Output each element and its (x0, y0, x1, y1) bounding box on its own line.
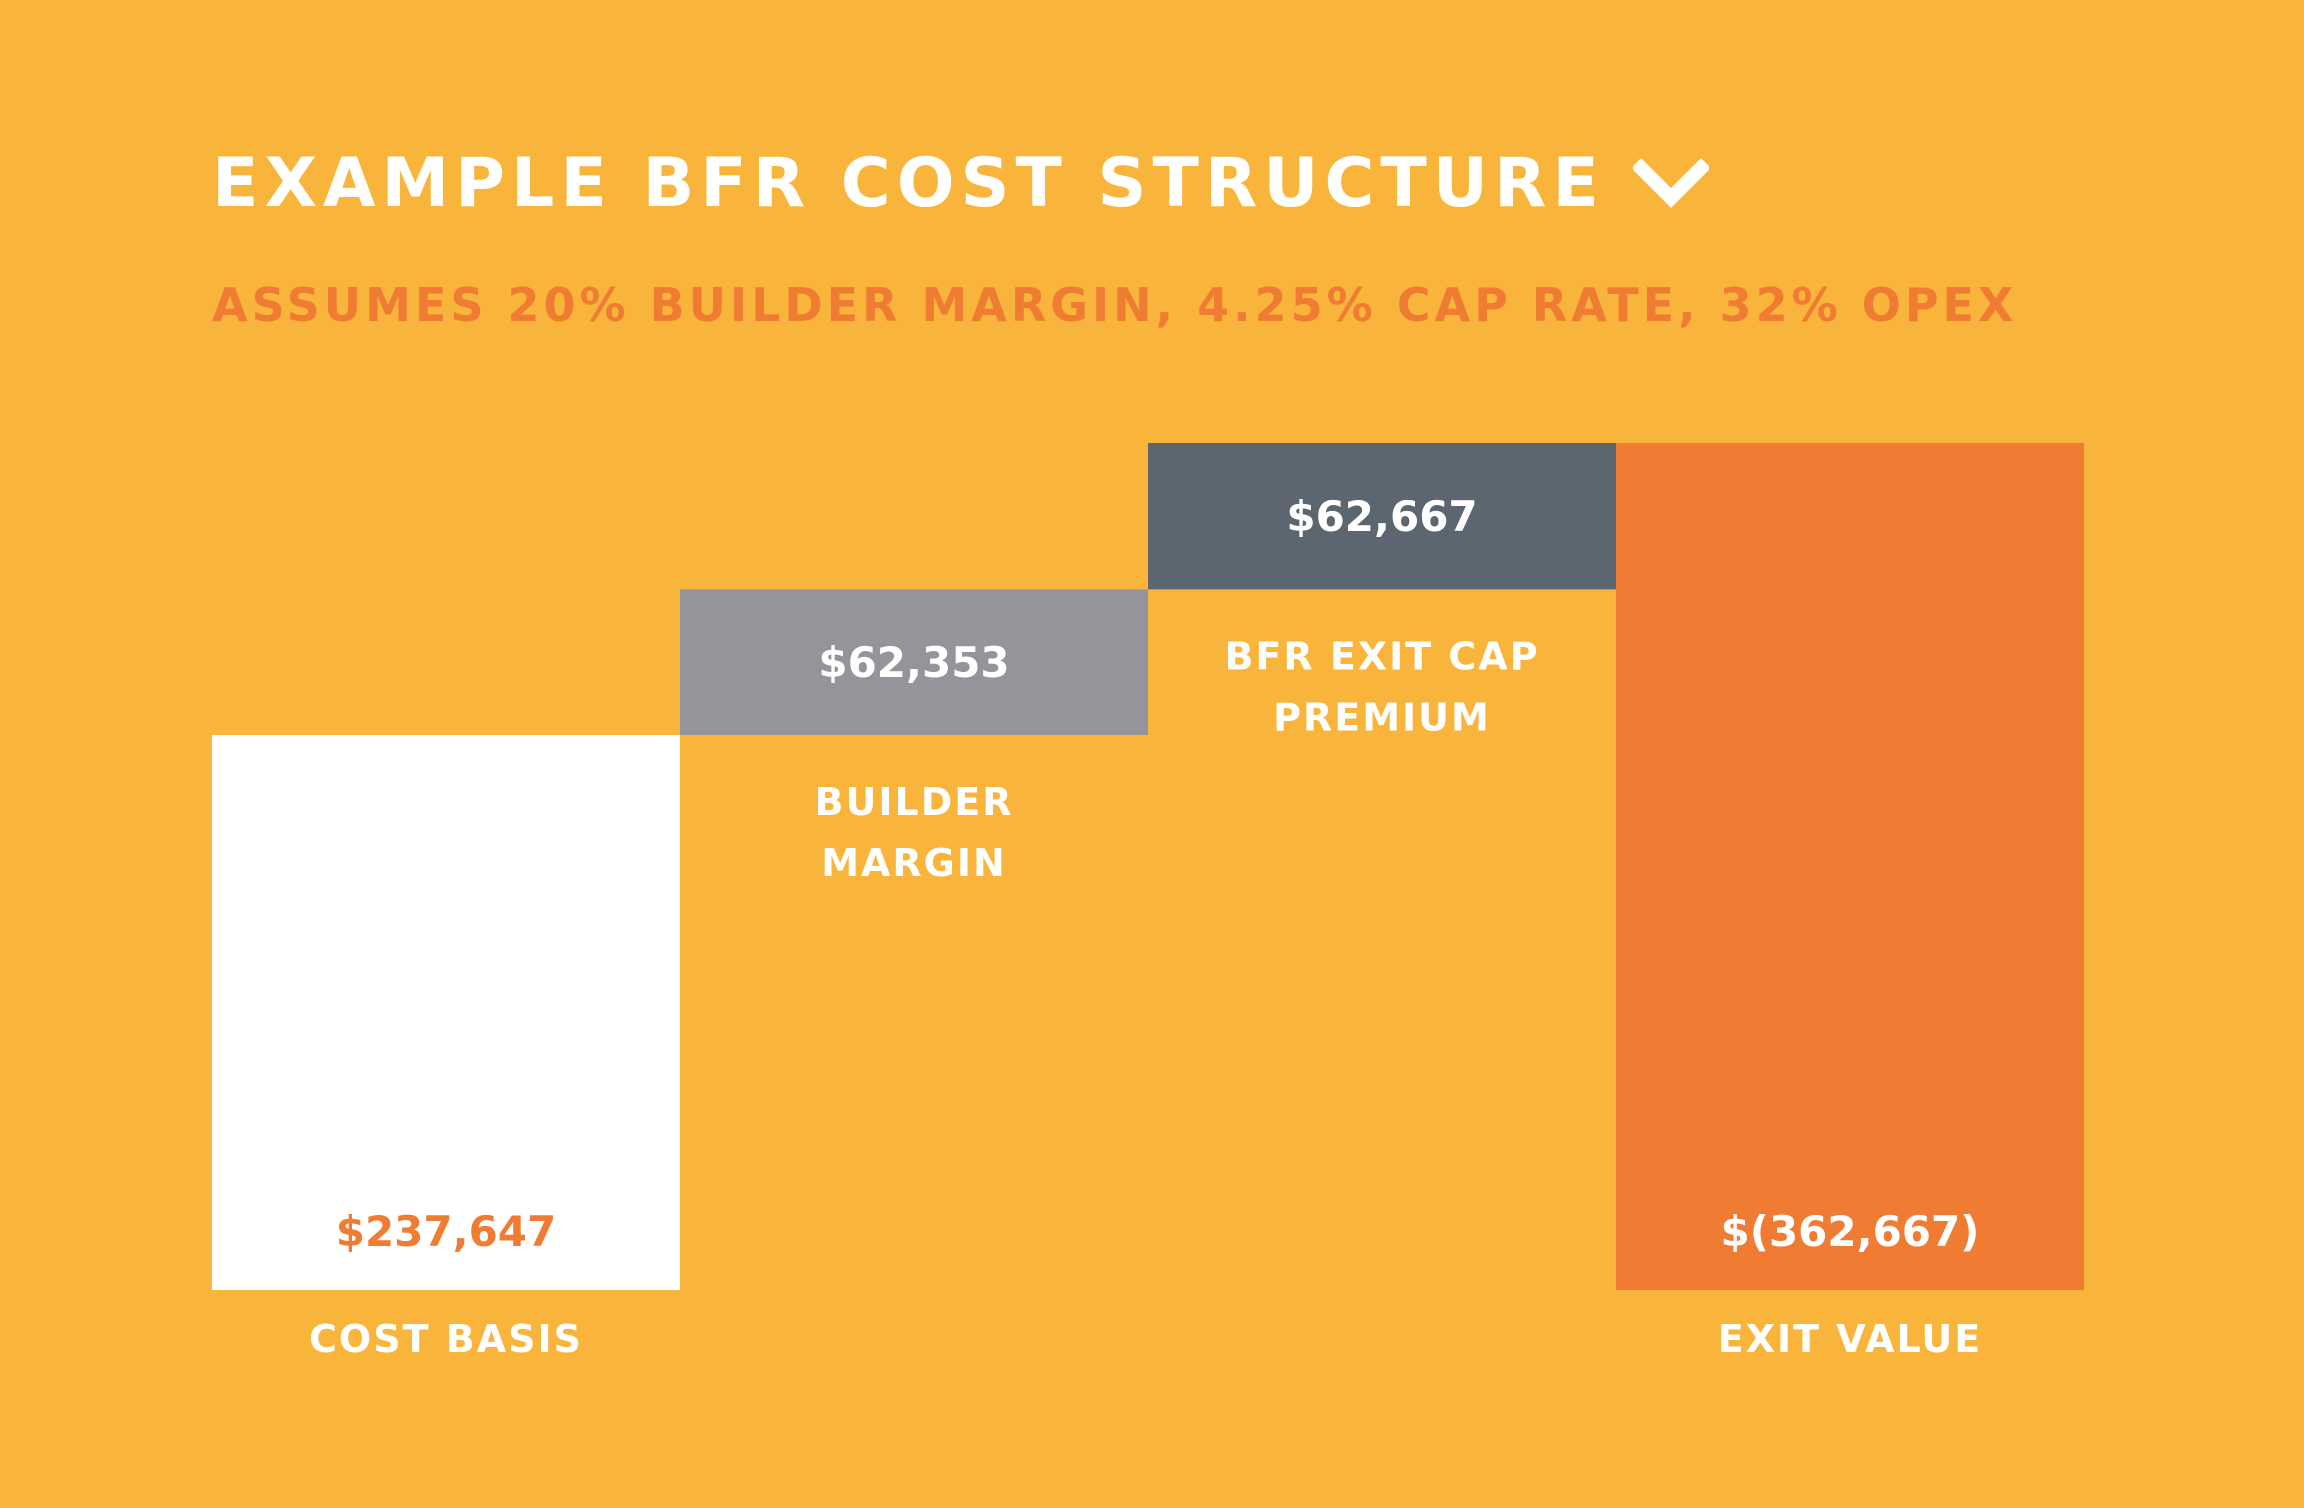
category-label-cost-basis: COST BASIS (309, 1317, 583, 1361)
category-label-exit-value: EXIT VALUE (1718, 1317, 1982, 1361)
chevron-down-icon (1632, 158, 1709, 208)
value-label-exit-value: $(362,667) (1721, 1207, 1980, 1256)
value-label-cost-basis: $237,647 (336, 1207, 557, 1256)
category-label-bfr-exit-cap-premium-line-2: PREMIUM (1273, 695, 1491, 739)
category-label-builder-margin-line-2: MARGIN (821, 841, 1007, 885)
bar-exit-value (1616, 443, 2084, 1290)
category-label-bfr-exit-cap-premium-line-1: BFR EXIT CAP (1224, 634, 1539, 678)
bar-cost-basis (212, 734, 680, 1290)
bar-bfr-exit-cap-premium (1148, 443, 1616, 590)
value-label-builder-margin: $62,353 (818, 638, 1009, 687)
chart-subtitle: ASSUMES 20% BUILDER MARGIN, 4.25% CAP RA… (212, 278, 2018, 332)
category-label-builder-margin-line-1: BUILDER (815, 780, 1014, 824)
value-label-bfr-exit-cap-premium: $62,667 (1286, 492, 1477, 541)
chart-title: EXAMPLE BFR COST STRUCTURE (212, 144, 1605, 223)
bar-builder-margin (680, 589, 1148, 735)
title-row: EXAMPLE BFR COST STRUCTURE (212, 150, 1709, 218)
